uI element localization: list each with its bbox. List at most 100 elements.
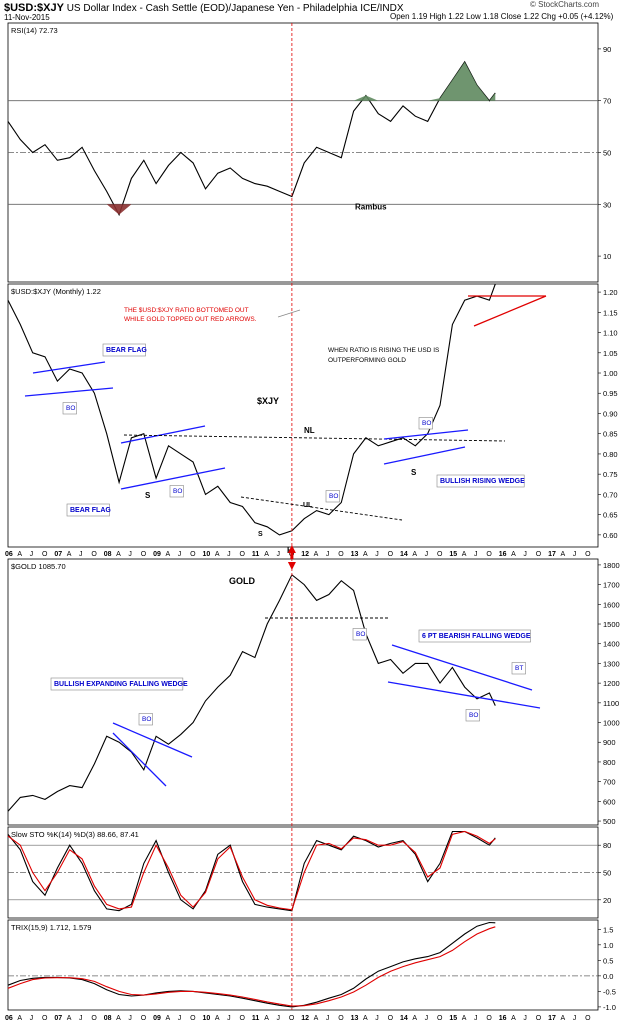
- x-tick-label: 13: [351, 551, 359, 558]
- x-tick-label: J: [178, 1015, 182, 1022]
- annotation-bullish-expanding-wedge: BULLISH EXPANDING FALLING WEDGE: [54, 681, 188, 688]
- x-tick-label: 14: [400, 1015, 408, 1022]
- rising-wedge-upper: [383, 429, 469, 440]
- series-line-main: [7, 283, 496, 536]
- x-tick-label: A: [215, 1015, 220, 1022]
- red-arrow-up-icon: [287, 545, 296, 553]
- y-tick-label: 10: [603, 252, 611, 261]
- x-tick-label: A: [215, 551, 220, 558]
- overbought-fill: [8, 61, 496, 101]
- neckline: [123, 434, 506, 442]
- y-tick-label: 0.80: [603, 450, 618, 459]
- x-tick-label: J: [474, 551, 478, 558]
- panel-title: RSI(14) 72.73: [11, 26, 58, 35]
- rising-wedge-lower: [383, 446, 466, 465]
- x-tick-label: J: [277, 551, 281, 558]
- chart-date: 11-Nov-2015: [4, 13, 50, 22]
- annotation-rambus: Rambus: [355, 202, 387, 211]
- y-tick-label: 1600: [603, 600, 620, 609]
- x-tick-label: 17: [548, 551, 556, 558]
- y-tick-label: 1.05: [603, 349, 618, 358]
- x-tick-label: 13: [351, 1015, 359, 1022]
- x-tick-label: J: [79, 551, 83, 558]
- x-tick-label: 11: [252, 551, 260, 558]
- series-line-main: [7, 573, 496, 812]
- y-tick-label: 50: [603, 149, 611, 158]
- x-tick-label: J: [30, 551, 34, 558]
- annotation-shoulder-small: S: [258, 531, 263, 538]
- annotation-bo-xjy-box: [169, 485, 184, 498]
- x-tick-label: J: [523, 1015, 527, 1022]
- x-tick-label: A: [511, 551, 516, 558]
- y-tick-label: 20: [603, 896, 611, 905]
- y-tick-label: 1.0: [603, 941, 613, 950]
- x-tick-label: J: [425, 1015, 429, 1022]
- bear-flag-1-lower: [24, 387, 114, 397]
- x-tick-label: O: [437, 551, 443, 558]
- bear-flag-2-lower: [120, 467, 226, 490]
- annotation-bo-gold-box: [352, 628, 367, 641]
- bear-flag-1-upper: [32, 361, 106, 374]
- x-tick-label: O: [42, 1015, 48, 1022]
- x-tick-label: O: [240, 1015, 246, 1022]
- y-tick-label: 1.00: [603, 369, 618, 378]
- annotation-bo-xjy-box: [325, 490, 340, 503]
- annotation-bo-gold: BO: [142, 716, 151, 723]
- annotation-bearish-falling-wedge-box: [418, 629, 531, 643]
- x-tick-label: 08: [104, 551, 112, 558]
- x-tick-label: A: [264, 551, 269, 558]
- x-tick-label: O: [437, 1015, 443, 1022]
- x-tick-label: O: [141, 1015, 147, 1022]
- annotation-bo-xjy-box: [418, 417, 433, 430]
- x-tick-label: O: [585, 1015, 591, 1022]
- x-tick-label: 09: [153, 551, 161, 558]
- exchange-label: ICE/INDX: [360, 3, 404, 14]
- x-tick-label: A: [67, 1015, 72, 1022]
- x-tick-label: J: [277, 1015, 281, 1022]
- y-tick-label: 1300: [603, 659, 620, 668]
- annotation-bullish-rising-wedge-box: [436, 474, 525, 488]
- annotation-bo-xjy-box: [62, 402, 77, 415]
- x-tick-label: 15: [449, 1015, 457, 1022]
- y-tick-label: 0.75: [603, 470, 618, 479]
- x-tick-label: 09: [153, 1015, 161, 1022]
- x-tick-label: O: [486, 1015, 492, 1022]
- x-tick-label: O: [190, 1015, 196, 1022]
- series-line-main: [7, 60, 496, 217]
- panel-label-xjy: $XJY: [257, 396, 279, 406]
- upper-line: [240, 496, 403, 521]
- y-tick-label: 0.5: [603, 956, 613, 965]
- x-tick-label: O: [338, 1015, 344, 1022]
- falling-wedge-lower: [387, 681, 541, 709]
- x-tick-label: J: [128, 1015, 132, 1022]
- x-tick-label: J: [326, 1015, 330, 1022]
- x-tick-label: 06: [5, 551, 13, 558]
- x-tick-label: O: [585, 551, 591, 558]
- x-tick-label: A: [67, 551, 72, 558]
- y-tick-label: 1400: [603, 640, 620, 649]
- x-tick-label: O: [190, 551, 196, 558]
- ohlc-readout: Open 1.19 High 1.22 Low 1.18 Close 1.22 …: [390, 12, 613, 21]
- x-tick-label: A: [165, 1015, 170, 1022]
- annotation-bo-xjy: BO: [66, 405, 75, 412]
- x-tick-label: 16: [499, 1015, 507, 1022]
- panel-frame: [7, 283, 599, 548]
- annotation-bo-gold-box: [465, 709, 480, 722]
- x-tick-label: A: [264, 1015, 269, 1022]
- y-tick-label: 1.15: [603, 308, 618, 317]
- y-tick-label: 70: [603, 97, 611, 106]
- x-tick-label: A: [412, 551, 417, 558]
- x-tick-label: J: [178, 551, 182, 558]
- series-line-signal: [7, 926, 496, 1007]
- y-tick-label: 0.0: [603, 972, 613, 981]
- annotation-bearish-falling-wedge: 6 PT BEARISH FALLING WEDGE: [422, 633, 531, 640]
- open-value: Open 1.19: [390, 12, 428, 21]
- x-tick-label: A: [17, 551, 22, 558]
- y-tick-label: 1200: [603, 679, 620, 688]
- x-tick-label: A: [462, 1015, 467, 1022]
- low-value: Low 1.18: [466, 12, 499, 21]
- red-arrow-shaft: [290, 553, 294, 559]
- annotation-bt-gold-box: [511, 662, 526, 675]
- annotation-upper-line: UL: [303, 502, 313, 509]
- x-tick-label: A: [363, 551, 368, 558]
